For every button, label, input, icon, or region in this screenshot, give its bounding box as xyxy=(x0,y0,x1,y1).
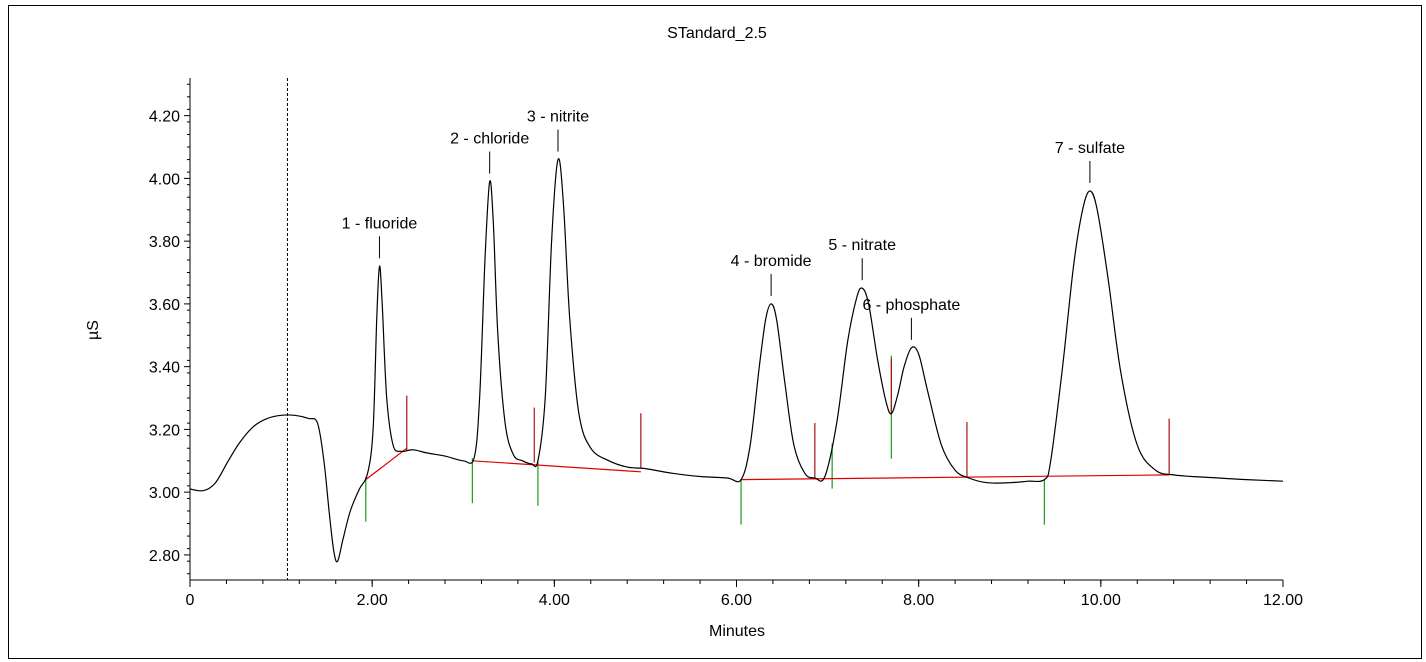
y-tick-label: 3.80 xyxy=(149,234,180,251)
x-axis-label: Minutes xyxy=(709,623,765,640)
chart-frame xyxy=(8,5,1422,659)
peak-annotations: 1 - fluoride 2 - chloride 3 - nitrite 4 - b… xyxy=(342,109,1125,340)
x-tick-label: 0 xyxy=(186,592,195,609)
chart-title: STandard_2.5 xyxy=(667,25,767,42)
y-tick-label: 4.00 xyxy=(149,171,180,188)
x-tick-label: 6.00 xyxy=(721,592,752,609)
y-tick-label: 3.40 xyxy=(149,360,180,377)
y-tick-label: 4.20 xyxy=(149,109,180,126)
x-tick-label: 4.00 xyxy=(539,592,570,609)
baseline-segment xyxy=(741,474,1170,481)
x-tick-label: 2.00 xyxy=(357,592,388,609)
x-tick-label: 8.00 xyxy=(903,592,934,609)
baseline-segment xyxy=(472,460,641,473)
peak-label: 5 - nitrate xyxy=(828,237,896,254)
axes: 2.80 3.00 3.20 3.40 3.60 3.80 4.00 4.20 0 2.00 4.0… xyxy=(149,78,1303,609)
y-tick-label: 2.80 xyxy=(149,548,180,565)
peak-label: 4 - bromide xyxy=(731,253,812,270)
x-tick-label: 10.00 xyxy=(1081,592,1121,609)
baseline-segments xyxy=(365,447,1170,481)
peak-label: 6 - phosphate xyxy=(862,297,960,314)
peak-label: 2 - chloride xyxy=(450,131,529,148)
peak-label: 7 - sulfate xyxy=(1055,140,1125,157)
peak-label: 1 - fluoride xyxy=(342,215,418,232)
y-tick-label: 3.60 xyxy=(149,297,180,314)
peak-markers xyxy=(365,355,1170,525)
x-tick-label: 12.00 xyxy=(1263,592,1303,609)
baseline-segment xyxy=(365,447,408,481)
y-axis-label: µS xyxy=(85,320,102,340)
signal-trace xyxy=(189,157,1284,563)
y-tick-label: 3.00 xyxy=(149,485,180,502)
peak-label: 3 - nitrite xyxy=(527,109,589,126)
chromatogram-trace xyxy=(189,157,1284,563)
y-tick-label: 3.20 xyxy=(149,422,180,439)
